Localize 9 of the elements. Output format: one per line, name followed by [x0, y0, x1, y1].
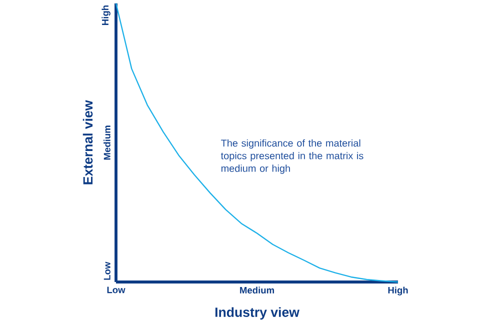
x-tick-label: Low: [107, 286, 126, 294]
text: Low: [104, 262, 110, 280]
text: High: [102, 6, 110, 25]
x-tick-label: High: [388, 286, 408, 296]
text: Medium: [104, 126, 110, 160]
annotation: The significance of the material topics presented in the matrix is medium or high: [220, 139, 364, 174]
y-axis-title: External view: [82, 100, 93, 184]
x-tick-label: Medium: [240, 286, 274, 294]
x-axis-title: Industry view: [215, 307, 300, 320]
